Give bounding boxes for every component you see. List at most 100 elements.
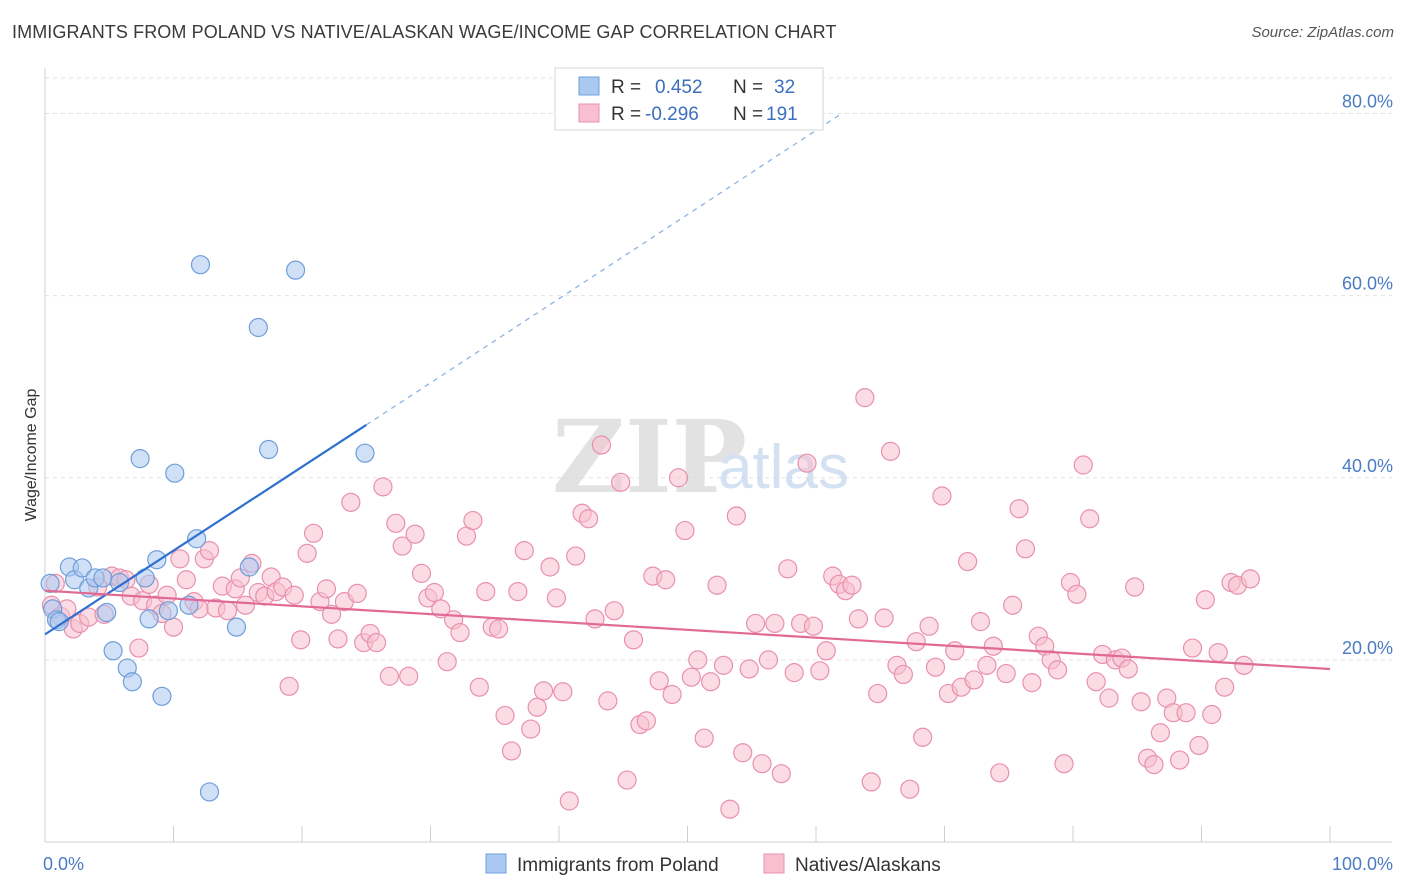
natives-point-49	[347, 583, 367, 604]
natives-point-161	[1067, 584, 1087, 604]
natives-point-44	[316, 579, 337, 599]
natives-point-38	[279, 676, 299, 696]
legend-swatch-poland	[578, 76, 600, 96]
natives-point-108	[726, 506, 746, 526]
chart-source: Source: ZipAtlas.com	[1251, 24, 1394, 41]
natives-point-180	[1189, 735, 1209, 756]
natives-point-20	[170, 549, 190, 569]
natives-point-120	[803, 616, 824, 636]
natives-point-81	[553, 682, 573, 702]
natives-point-177	[1170, 750, 1190, 770]
natives-point-109	[733, 743, 753, 763]
natives-point-73	[501, 741, 522, 761]
natives-point-46	[328, 629, 348, 649]
natives-point-58	[405, 524, 425, 544]
bottom-legend-swatch-poland	[485, 853, 507, 874]
legend-r-value-0: 0.452	[655, 77, 703, 98]
poland-point-16	[135, 568, 155, 588]
poland-point-29	[258, 439, 279, 460]
natives-point-87	[591, 435, 612, 455]
natives-point-183	[1208, 642, 1228, 663]
legend-n-value-1: 191	[766, 104, 798, 125]
natives-point-134	[893, 664, 913, 685]
natives-point-71	[489, 619, 509, 639]
natives-point-61	[424, 582, 444, 603]
natives-point-104	[701, 672, 721, 692]
natives-point-88	[598, 691, 618, 711]
poland-point-14	[122, 672, 142, 692]
natives-point-54	[379, 666, 399, 686]
natives-point-139	[925, 657, 946, 677]
natives-point-62	[431, 599, 451, 619]
natives-point-91	[617, 770, 637, 790]
natives-point-146	[970, 612, 991, 632]
natives-point-150	[996, 663, 1016, 684]
natives-point-96	[649, 671, 669, 691]
natives-point-107	[720, 799, 740, 819]
natives-point-80	[546, 588, 567, 608]
natives-point-136	[906, 632, 926, 652]
natives-point-85	[578, 509, 599, 529]
legend-n-label-1: N =	[733, 104, 763, 125]
poland-point-6	[72, 558, 92, 578]
natives-point-68	[469, 677, 489, 697]
natives-point-97	[656, 570, 676, 590]
poland-point-12	[109, 572, 130, 593]
natives-point-166	[1099, 688, 1119, 708]
natives-point-152	[1009, 499, 1029, 519]
natives-point-82	[559, 791, 579, 811]
natives-point-130	[868, 683, 888, 704]
natives-point-39	[284, 585, 304, 605]
natives-point-31	[235, 595, 256, 615]
x-tick-label-end: 100.0%	[1332, 854, 1393, 874]
natives-point-98	[662, 684, 682, 705]
legend-swatch-natives	[578, 103, 600, 123]
natives-point-63	[437, 652, 457, 672]
natives-point-76	[521, 719, 541, 739]
natives-point-116	[778, 559, 798, 579]
natives-point-187	[1234, 655, 1254, 675]
poland-point-11	[103, 641, 123, 661]
natives-point-112	[752, 754, 772, 774]
natives-point-138	[919, 616, 939, 636]
bottom-legend: Immigrants from Poland Natives/Alaskans	[485, 853, 941, 876]
natives-point-56	[392, 536, 412, 556]
natives-point-147	[977, 655, 997, 675]
natives-point-57	[399, 666, 419, 686]
chart-title: IMMIGRANTS FROM POLAND VS NATIVE/ALASKAN…	[12, 22, 837, 42]
natives-point-145	[964, 670, 984, 690]
natives-point-13	[129, 638, 149, 658]
natives-point-42	[303, 523, 324, 543]
natives-point-135	[900, 779, 920, 799]
legend-n-value-0: 32	[774, 77, 795, 98]
natives-point-92	[623, 630, 644, 650]
natives-point-181	[1195, 590, 1215, 610]
natives-point-94	[636, 711, 656, 731]
poland-point-23	[187, 529, 207, 549]
poland-point-19	[152, 686, 172, 706]
y-tick-label-80: 80.0%	[1342, 92, 1393, 112]
natives-point-122	[816, 641, 836, 661]
watermark-zip: ZIP	[552, 398, 747, 516]
natives-point-75	[514, 541, 534, 561]
natives-point-184	[1215, 677, 1235, 697]
poland-point-27	[239, 557, 259, 577]
natives-point-158	[1047, 660, 1068, 680]
natives-point-53	[373, 477, 393, 497]
poland-point-17	[139, 609, 159, 629]
series-natives-points	[41, 388, 1260, 819]
poland-trend-line	[44, 424, 367, 636]
natives-point-188	[1240, 569, 1260, 589]
y-tick-label-60: 60.0%	[1342, 274, 1393, 294]
legend-r-label-0: R =	[611, 77, 641, 98]
natives-point-59	[411, 563, 432, 583]
natives-point-105	[707, 575, 727, 595]
y-tick-label-40: 40.0%	[1342, 456, 1393, 476]
natives-point-142	[945, 641, 965, 661]
natives-point-163	[1080, 509, 1100, 529]
natives-point-101	[681, 667, 701, 687]
natives-point-72	[495, 705, 515, 726]
natives-point-103	[694, 728, 714, 748]
natives-point-48	[341, 492, 361, 512]
bottom-legend-label-poland: Immigrants from Poland	[517, 855, 719, 876]
